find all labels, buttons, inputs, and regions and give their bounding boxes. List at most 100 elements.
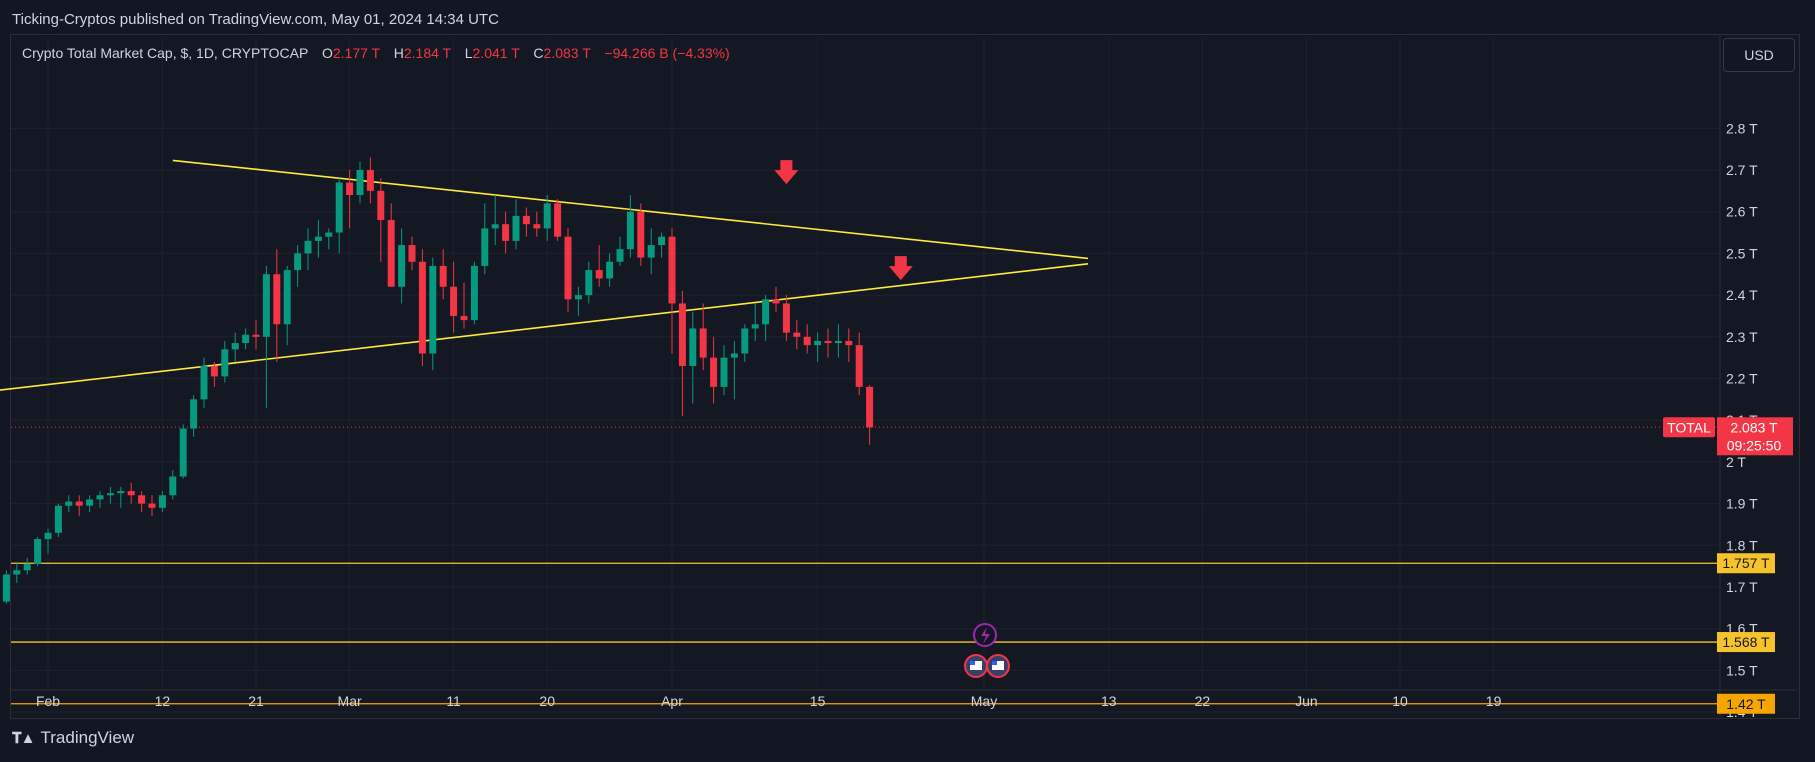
candle-body — [834, 340, 842, 344]
price-axis: 2.8 T2.7 T2.6 T2.5 T2.4 T2.3 T2.2 T2.1 T… — [1726, 120, 1758, 720]
symbol-name-label: TOTAL — [1667, 419, 1711, 435]
price-tick-label: 2.7 T — [1726, 162, 1758, 178]
currency-button[interactable]: USD — [1723, 38, 1795, 72]
candle-body — [418, 261, 426, 354]
chart-frame[interactable] — [10, 34, 1800, 719]
horizontal-levels — [11, 426, 1720, 705]
candle-body — [387, 220, 395, 287]
candle-body — [179, 428, 187, 477]
time-axis: Feb 12 21 Mar 11 20 Apr 15 May 13 22 Jun 10 19 — [36, 693, 1502, 709]
last-price-label: 2.083 T — [1730, 419, 1778, 435]
price-tick-label: 2.2 T — [1726, 371, 1758, 387]
candle-body — [772, 299, 780, 304]
time-tick-label: 12 — [155, 693, 171, 709]
time-tick-label: Jun — [1295, 693, 1318, 709]
tradingview-logo-icon: 𝐓▲ — [12, 729, 35, 747]
down-arrow-icon — [888, 256, 913, 281]
candle-body — [158, 495, 166, 508]
candle-body — [314, 236, 322, 241]
candle-body — [252, 334, 260, 337]
time-tick-label: 21 — [248, 693, 264, 709]
time-tick-label: May — [971, 693, 997, 709]
price-tick-label: 2.5 T — [1726, 245, 1758, 261]
candle-body — [242, 334, 250, 344]
candle-body — [366, 170, 374, 191]
candle-body — [866, 386, 874, 428]
candle-body — [502, 224, 510, 241]
low-value: 2.041 T — [472, 45, 520, 61]
candle-body — [231, 343, 239, 350]
level-tag-label: 1.757 T — [1722, 555, 1770, 571]
candle-body — [429, 265, 437, 354]
time-tick-label: 11 — [446, 693, 461, 709]
time-tick-label: 15 — [810, 693, 826, 709]
countdown-label: 09:25:50 — [1727, 437, 1782, 453]
candle-body — [200, 365, 208, 400]
candle-body — [741, 328, 749, 354]
candle-body — [262, 274, 270, 337]
brand-name: TradingView — [40, 728, 135, 747]
symbol-title: Crypto Total Market Cap, $, 1D, CRYPTOCA… — [22, 45, 309, 61]
event-markers — [964, 623, 1010, 678]
footer-brand[interactable]: 𝐓▲ TradingView — [12, 728, 134, 748]
candle-body — [845, 340, 853, 346]
close-value: 2.083 T — [543, 45, 591, 61]
candle-body — [283, 270, 291, 325]
time-tick-label: Apr — [661, 693, 683, 709]
down-arrow-icon — [774, 160, 799, 185]
candle-body — [710, 357, 718, 387]
candle-body — [96, 495, 104, 500]
candle-body — [190, 399, 198, 429]
trendlines — [0, 159, 1089, 391]
candle-body — [304, 240, 312, 254]
last-price-tag — [1717, 417, 1793, 456]
candle-body — [782, 303, 790, 333]
down-arrows — [774, 160, 913, 281]
candle-body — [13, 570, 21, 575]
candle-body — [637, 211, 645, 258]
price-tags: 1.757 T 1.568 T 1.42 T TOTAL 2.083 T 09:25:50 — [1663, 417, 1793, 714]
level-tag-label: 1.42 T — [1726, 696, 1766, 712]
candle-body — [564, 236, 572, 300]
candle-body — [273, 274, 281, 325]
candle-body — [117, 491, 125, 494]
price-tick-label: 1.5 T — [1726, 662, 1758, 678]
chart-grid — [11, 34, 1797, 717]
symbol-name-tag — [1663, 417, 1715, 438]
flag-icon — [970, 661, 982, 670]
candle-body — [325, 232, 333, 237]
publisher-bar: Ticking-Cryptos published on TradingView… — [0, 0, 1815, 34]
candle-body — [762, 299, 770, 325]
candle-body — [408, 245, 416, 262]
candle-body — [533, 224, 541, 229]
candle-body — [44, 532, 52, 540]
candle-body — [699, 328, 707, 358]
candle-body — [481, 228, 489, 266]
candle-body — [127, 491, 135, 496]
time-tick-label: 22 — [1195, 693, 1211, 709]
time-tick-label: Feb — [36, 693, 60, 709]
candle-body — [346, 182, 354, 196]
candle-body — [23, 564, 31, 571]
close-label: C — [533, 45, 544, 61]
symbol-legend: Crypto Total Market Cap, $, 1D, CRYPTOCA… — [22, 45, 730, 61]
candles — [2, 157, 874, 604]
candle-body — [668, 236, 676, 304]
candle-body — [720, 357, 728, 387]
open-value: 2.177 T — [332, 45, 380, 61]
candle-body — [689, 328, 697, 366]
candle-body — [169, 476, 177, 496]
price-tick-label: 1.9 T — [1726, 496, 1758, 512]
price-tick-label: 2.8 T — [1726, 120, 1758, 136]
price-tick-label: 1.8 T — [1726, 537, 1758, 553]
time-tick-label: 20 — [539, 693, 555, 709]
time-tick-label: 19 — [1486, 693, 1502, 709]
candle-body — [522, 215, 530, 225]
price-tick-label: 2.3 T — [1726, 329, 1758, 345]
time-tick-label: 13 — [1101, 693, 1117, 709]
candle-body — [294, 253, 302, 271]
trendline — [0, 263, 1089, 391]
candle-body — [803, 336, 811, 346]
flag-icon — [992, 661, 1004, 670]
